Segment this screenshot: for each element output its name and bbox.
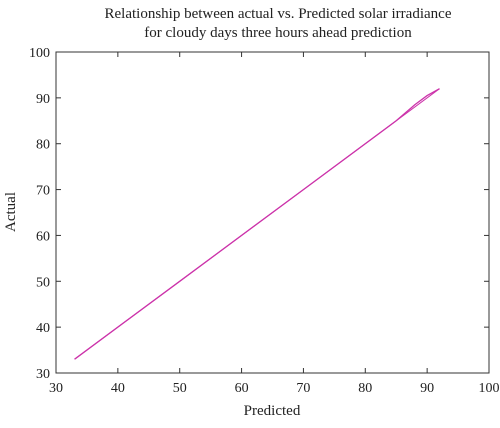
- y-tick-label: 70: [36, 184, 50, 199]
- y-tick-label: 100: [29, 46, 50, 61]
- x-tick-label: 50: [173, 381, 187, 396]
- y-tick-label: 50: [36, 275, 50, 290]
- y-tick-label: 80: [36, 138, 50, 153]
- y-axis-label: Actual: [3, 192, 19, 232]
- y-tick-label: 30: [36, 367, 50, 382]
- x-axis-ticks: 30 40 50 60 70 80 90 100: [49, 52, 500, 396]
- series-layer: [74, 88, 440, 360]
- x-tick-label: 30: [49, 381, 63, 396]
- x-tick-label: 100: [479, 381, 500, 396]
- chart-title-line-1: Relationship between actual vs. Predicte…: [105, 6, 452, 22]
- series-diagonal-0: [74, 88, 440, 360]
- chart-title-line-2: for cloudy days three hours ahead predic…: [144, 25, 412, 41]
- x-tick-label: 90: [420, 381, 434, 396]
- y-tick-label: 90: [36, 92, 50, 107]
- x-tick-label: 60: [235, 381, 249, 396]
- plot-area-frame: [55, 51, 490, 374]
- x-tick-label: 80: [358, 381, 372, 396]
- x-tick-label: 70: [296, 381, 310, 396]
- y-tick-label: 60: [36, 229, 50, 244]
- x-tick-label: 40: [111, 381, 125, 396]
- x-axis-label: Predicted: [244, 403, 301, 419]
- y-tick-label: 40: [36, 321, 50, 336]
- y-axis-ticks: 30 40 50 60 70 80 90 100: [29, 46, 489, 382]
